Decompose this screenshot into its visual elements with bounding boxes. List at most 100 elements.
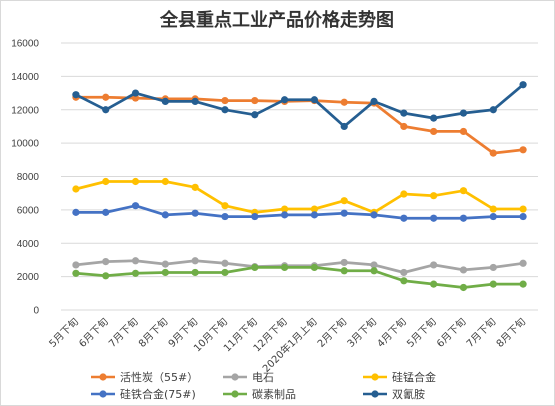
series-line <box>75 180 524 214</box>
legend-swatch-marker <box>371 390 379 398</box>
data-point <box>251 263 259 272</box>
data-point <box>370 261 378 269</box>
series-line <box>75 204 524 220</box>
data-point <box>72 269 80 277</box>
data-point <box>161 260 169 268</box>
data-point <box>340 98 348 106</box>
data-point <box>430 280 438 288</box>
y-tick-label: 14000 <box>11 72 39 83</box>
data-point <box>221 212 229 221</box>
x-tick-label: 5月下旬 <box>46 315 81 350</box>
data-point <box>280 211 289 219</box>
data-point <box>400 214 408 222</box>
y-tick-label: 16000 <box>11 39 39 50</box>
data-point <box>370 267 378 275</box>
x-tick-label: 2月下旬 <box>314 315 349 350</box>
data-point <box>251 111 259 119</box>
series-line <box>75 95 524 155</box>
legend-label: 碳素制品 <box>252 387 296 401</box>
legend-label: 双氰胺 <box>392 387 425 401</box>
data-point <box>280 96 289 104</box>
data-point <box>489 212 497 221</box>
data-point <box>72 91 80 99</box>
data-point <box>72 208 80 216</box>
legend-label: 活性炭（55#） <box>120 370 198 384</box>
legend-swatch-marker <box>231 373 239 381</box>
data-point <box>280 205 289 213</box>
data-point <box>459 109 468 117</box>
data-point <box>131 257 140 265</box>
x-tick-label: 4月下旬 <box>374 315 409 350</box>
legend-swatch-marker <box>99 390 107 398</box>
data-point <box>102 106 110 114</box>
data-point <box>489 280 497 288</box>
data-point <box>489 263 497 272</box>
data-point <box>430 127 438 136</box>
data-point <box>161 268 169 277</box>
data-point <box>400 122 408 131</box>
data-point <box>221 268 229 277</box>
grid-layer <box>61 42 538 311</box>
data-point <box>370 211 378 219</box>
x-tick-label: 5月下旬 <box>404 315 439 350</box>
data-point <box>102 93 110 101</box>
data-point <box>102 208 110 216</box>
data-point <box>459 283 468 292</box>
x-tick-label: 6月下旬 <box>76 315 111 350</box>
data-point <box>131 202 140 210</box>
data-point <box>430 261 438 269</box>
y-axis-ticks: 0 2000 4000 6000 8000 10000 12000 14000 16000 <box>11 39 39 317</box>
legend-label: 电石 <box>252 371 274 384</box>
legend-item: 电石 <box>223 371 274 384</box>
series-line <box>75 259 524 274</box>
data-point <box>131 177 140 186</box>
data-point <box>102 177 110 186</box>
x-axis-ticks: 5月下旬6月下旬7月下旬8月下旬9月下旬10月下旬11月下旬12月下旬2020年… <box>46 315 528 375</box>
data-point <box>400 109 408 117</box>
legend-label: 硅锰合金 <box>392 370 436 384</box>
series-4 <box>72 263 527 292</box>
data-point <box>191 183 199 191</box>
series-3 <box>72 202 527 222</box>
data-point <box>430 192 438 200</box>
data-point <box>161 97 169 106</box>
data-point <box>340 209 348 217</box>
data-point <box>519 212 527 221</box>
data-point <box>191 257 199 265</box>
data-point <box>191 268 199 277</box>
y-tick-label: 12000 <box>11 105 39 116</box>
data-point <box>191 97 199 106</box>
data-point <box>459 214 468 222</box>
x-tick-label: 7月下旬 <box>106 315 141 350</box>
data-point <box>102 272 110 280</box>
data-point <box>459 127 468 136</box>
legend-label: 硅铁合金(75#) <box>120 387 196 401</box>
y-tick-label: 10000 <box>11 139 39 150</box>
data-point <box>310 263 319 272</box>
y-tick-label: 0 <box>33 306 39 317</box>
legend-item: 双氰胺 <box>363 387 425 401</box>
data-point <box>370 97 378 106</box>
y-tick-label: 2000 <box>17 272 40 283</box>
data-point <box>221 202 229 210</box>
y-tick-label: 8000 <box>17 172 40 183</box>
x-tick-label: 7月下旬 <box>463 315 498 350</box>
data-point <box>310 96 319 104</box>
x-tick-label: 3月下旬 <box>344 315 379 350</box>
data-point <box>340 267 348 275</box>
series-0 <box>72 93 527 157</box>
data-point <box>131 269 140 277</box>
data-point <box>161 177 169 186</box>
data-point <box>161 211 169 219</box>
data-point <box>430 114 438 122</box>
data-point <box>459 187 468 195</box>
data-point <box>489 149 497 157</box>
series-5 <box>72 81 527 131</box>
legend-swatch-marker <box>371 373 379 381</box>
data-point <box>489 205 497 213</box>
data-point <box>400 268 408 277</box>
y-tick-label: 6000 <box>17 205 40 216</box>
